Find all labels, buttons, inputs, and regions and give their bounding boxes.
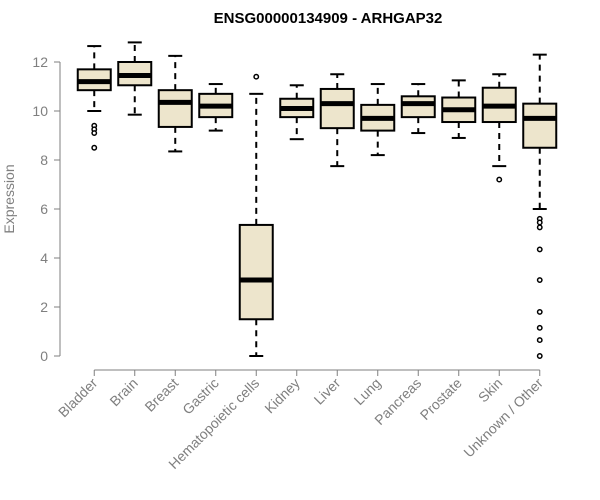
box-iqr bbox=[319, 87, 355, 130]
box-iqr bbox=[400, 95, 436, 119]
outlier-point bbox=[536, 337, 543, 344]
outlier-point bbox=[536, 246, 543, 253]
x-tick-label: Kidney bbox=[261, 375, 303, 417]
outlier-point bbox=[91, 130, 98, 137]
outlier-point bbox=[536, 353, 543, 359]
box-iqr bbox=[238, 223, 274, 321]
box-group bbox=[76, 45, 112, 151]
box-group bbox=[522, 53, 558, 359]
x-tick-label: Prostate bbox=[417, 375, 465, 423]
box-iqr bbox=[157, 89, 193, 128]
box-group bbox=[481, 73, 517, 183]
box-series bbox=[76, 41, 558, 359]
x-tick-label: Breast bbox=[141, 375, 181, 415]
box-group bbox=[117, 41, 153, 116]
box-group bbox=[279, 84, 315, 141]
y-tick-label: 0 bbox=[40, 348, 48, 364]
box-group bbox=[157, 54, 193, 153]
box-group bbox=[198, 83, 234, 132]
outlier-point bbox=[536, 308, 543, 315]
box-group bbox=[238, 73, 274, 357]
y-tick-label: 2 bbox=[40, 299, 48, 315]
y-axis-label: Expression bbox=[1, 164, 17, 233]
x-tick-label: Skin bbox=[475, 375, 506, 406]
box-group bbox=[360, 83, 396, 157]
x-tick-label: Brain bbox=[106, 375, 140, 409]
y-tick-label: 8 bbox=[40, 152, 48, 168]
chart-title: ENSG00000134909 - ARHGAP32 bbox=[214, 10, 443, 27]
box-group bbox=[441, 79, 477, 139]
x-tick-label: Liver bbox=[311, 375, 344, 408]
x-tick-label: Lung bbox=[351, 375, 384, 408]
outlier-point bbox=[496, 176, 503, 183]
outlier-point bbox=[536, 219, 543, 226]
outlier-point bbox=[536, 324, 543, 331]
outlier-point bbox=[253, 73, 260, 80]
y-axis: 0 2 4 6 8 10 12 bbox=[32, 54, 61, 364]
y-tick-label: 10 bbox=[32, 103, 48, 119]
box-group bbox=[400, 83, 436, 135]
box-iqr bbox=[522, 102, 558, 149]
outlier-point bbox=[536, 224, 543, 231]
box-group bbox=[319, 73, 355, 168]
outlier-point bbox=[536, 277, 543, 283]
y-tick-label: 6 bbox=[40, 201, 48, 217]
y-tick-label: 12 bbox=[32, 54, 48, 70]
y-tick-label: 4 bbox=[40, 250, 48, 266]
outlier-point bbox=[91, 144, 98, 151]
x-tick-label: Bladder bbox=[55, 375, 101, 421]
